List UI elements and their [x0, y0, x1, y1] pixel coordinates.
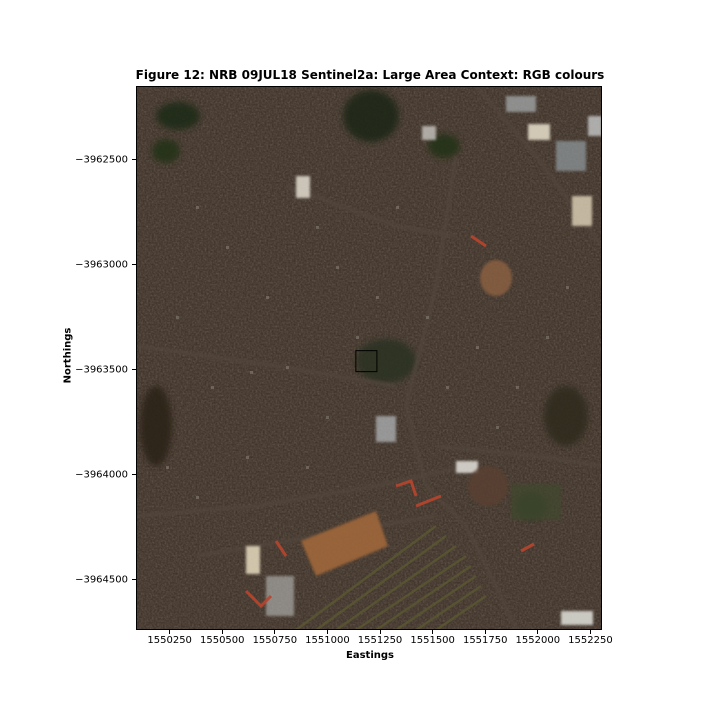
- x-tick-label: 1551250: [357, 635, 403, 646]
- x-tick-mark: [589, 630, 591, 634]
- x-tick-mark: [326, 630, 328, 634]
- x-tick-label: 1552000: [515, 635, 561, 646]
- speckle-houses: [166, 206, 569, 499]
- y-tick-mark: [132, 369, 136, 371]
- red-roofs: [244, 234, 535, 609]
- y-tick-label: −3962500: [75, 154, 128, 165]
- highlight-box: [355, 350, 378, 373]
- figure-title: Figure 12: NRB 09JUL18 Sentinel2a: Large…: [135, 68, 605, 82]
- striped-terrain: [295, 524, 487, 630]
- x-tick-mark: [484, 630, 486, 634]
- x-tick-mark: [221, 630, 223, 634]
- x-tick-mark: [274, 630, 276, 634]
- y-tick-mark: [132, 264, 136, 266]
- y-tick-label: −3963500: [75, 364, 128, 376]
- x-tick-label: 1552250: [568, 635, 613, 646]
- bright-buildings: [246, 96, 602, 625]
- y-tick-mark: [132, 474, 136, 476]
- y-tick-label: −3963000: [75, 259, 128, 271]
- x-tick-mark: [537, 630, 539, 634]
- x-tick-label: 1550500: [199, 635, 245, 646]
- x-tick-mark: [432, 630, 434, 634]
- satellite-image-panel: [136, 86, 602, 630]
- y-tick-label: −3964500: [75, 574, 128, 586]
- x-tick-mark: [379, 630, 381, 634]
- y-tick-mark: [132, 579, 136, 581]
- y-axis-label: Northings: [62, 327, 74, 384]
- x-tick-label: 1551000: [305, 635, 350, 646]
- x-tick-label: 1550750: [252, 635, 298, 646]
- axes-frame: [136, 86, 602, 630]
- y-tick-label: −3964000: [75, 469, 128, 481]
- y-tick-mark: [132, 159, 136, 160]
- x-tick-label: 1550250: [147, 635, 192, 646]
- x-tick-label: 1551750: [462, 635, 508, 646]
- bare-soil-areas: [301, 260, 561, 576]
- x-axis-label: Eastings: [346, 650, 394, 661]
- x-tick-mark: [169, 630, 171, 634]
- x-tick-label: 1551500: [410, 635, 455, 646]
